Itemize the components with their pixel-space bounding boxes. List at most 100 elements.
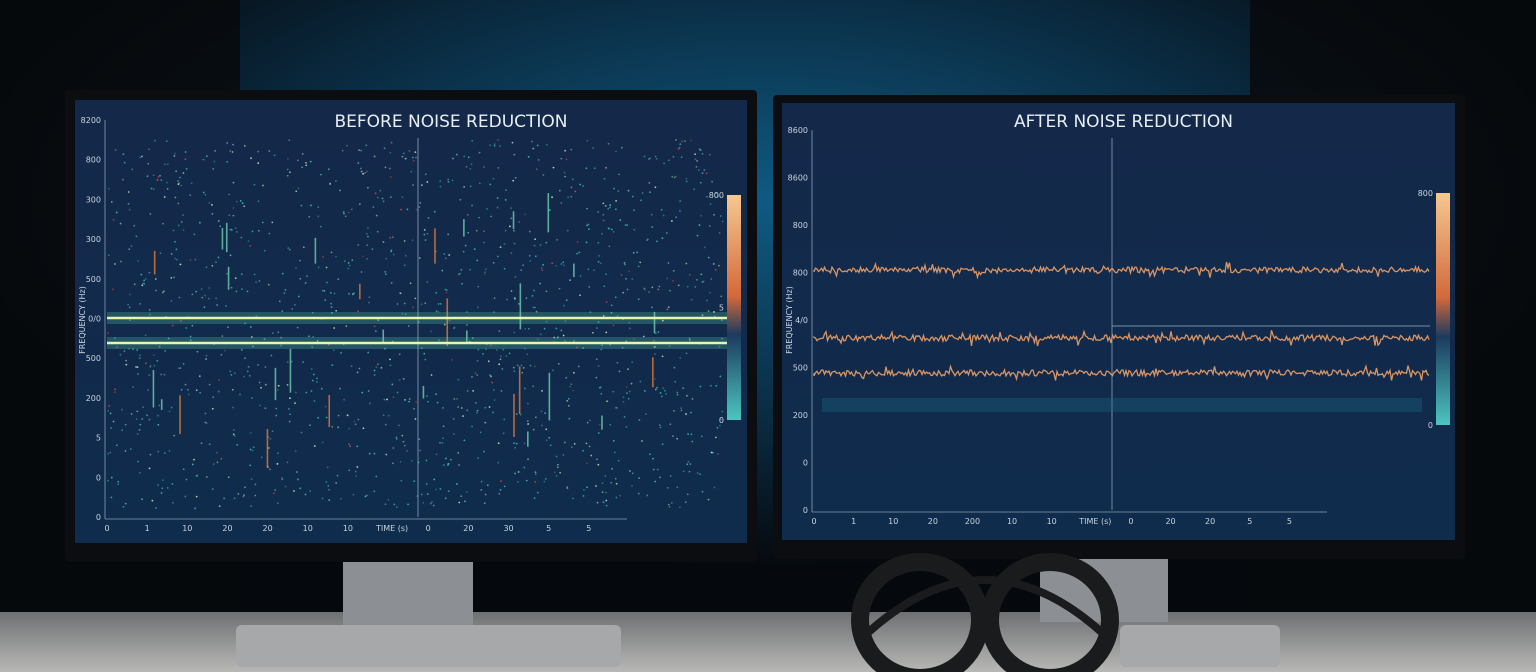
noise-dot — [536, 491, 539, 494]
noise-dot — [375, 366, 378, 368]
noise-dot — [721, 410, 724, 413]
screen — [782, 103, 1455, 540]
noise-dot — [185, 327, 188, 329]
noise-dot — [343, 260, 346, 263]
noise-dot — [656, 468, 659, 471]
noise-dot — [395, 438, 398, 440]
noise-dot — [541, 389, 543, 392]
noise-dot — [513, 153, 516, 156]
noise-dot — [639, 261, 642, 264]
noise-dot — [251, 449, 254, 452]
x-tick-label: 20 — [928, 517, 938, 526]
noise-dot — [204, 412, 207, 415]
noise-dot — [208, 383, 211, 386]
noise-dot — [696, 234, 699, 237]
noise-dot — [540, 267, 543, 269]
noise-dot — [663, 162, 665, 165]
noise-dot — [313, 400, 316, 402]
noise-dot — [136, 410, 139, 413]
noise-dot — [170, 252, 173, 255]
noise-dot — [182, 214, 184, 216]
noise-dot — [317, 266, 320, 269]
noise-dot — [302, 246, 305, 249]
desk — [0, 612, 1536, 672]
noise-dot — [232, 181, 235, 184]
noise-dot — [295, 266, 297, 269]
noise-dot — [529, 364, 532, 367]
noise-dot — [686, 493, 689, 496]
noise-dot — [358, 203, 361, 206]
noise-dot — [389, 176, 392, 178]
noise-dot — [442, 407, 444, 409]
noise-dot — [271, 332, 274, 335]
noise-dot — [588, 285, 591, 288]
waveform — [813, 329, 1430, 347]
noise-dot — [527, 458, 529, 461]
noise-dot — [596, 458, 598, 461]
noise-dot — [223, 497, 225, 500]
noise-dot — [484, 268, 487, 271]
noise-dot — [117, 480, 120, 483]
colorbar-label: 0 — [719, 416, 724, 425]
noise-dot — [569, 385, 572, 388]
noise-dot — [522, 264, 525, 267]
noise-dot — [226, 272, 228, 275]
noise-dot — [637, 492, 640, 495]
screen — [75, 100, 747, 543]
noise-dot — [462, 250, 465, 253]
noise-dot — [127, 303, 130, 306]
noise-dot — [694, 158, 697, 161]
noise-dot — [516, 364, 519, 367]
noise-dot — [408, 150, 411, 152]
noise-dot — [513, 229, 515, 232]
noise-dot — [139, 423, 142, 426]
noise-dot — [162, 222, 164, 225]
noise-dot — [177, 180, 179, 182]
noise-dot — [427, 400, 429, 403]
noise-dot — [465, 490, 468, 493]
noise-dot — [198, 221, 201, 224]
noise-dot — [335, 481, 338, 484]
noise-dot — [606, 400, 608, 403]
noise-dot — [177, 367, 180, 370]
noise-dot — [383, 147, 386, 150]
noise-dot — [482, 241, 485, 244]
noise-dot — [626, 224, 629, 227]
noise-dot — [461, 282, 463, 285]
noise-dot — [539, 282, 542, 285]
noise-dot — [543, 480, 546, 483]
noise-dot — [226, 142, 229, 144]
noise-dot — [360, 271, 363, 273]
noise-dot — [424, 358, 427, 361]
noise-dot — [671, 435, 674, 437]
noise-dot — [633, 209, 635, 212]
noise-dot — [465, 165, 468, 168]
noise-dot — [485, 348, 487, 350]
noise-dot — [419, 449, 421, 452]
noise-dot — [313, 445, 316, 447]
noise-dot — [294, 450, 297, 453]
noise-dot — [574, 190, 577, 193]
noise-dot — [263, 338, 266, 340]
noise-dot — [605, 331, 608, 334]
charts: BEFORE NOISE REDUCTION FREQUENCY (Hz) 8200… — [78, 112, 1450, 533]
noise-dot — [234, 277, 237, 280]
noise-dot — [517, 481, 519, 483]
noise-dot — [236, 231, 238, 233]
noise-dot — [593, 167, 596, 170]
noise-dot — [406, 449, 408, 452]
noise-dot — [545, 439, 548, 442]
noise-dot — [422, 501, 425, 504]
noise-dot — [555, 474, 558, 477]
noise-dot — [533, 497, 536, 499]
noise-dot — [312, 373, 315, 376]
noise-dot — [124, 450, 127, 452]
noise-dot — [280, 344, 282, 347]
noise-dot — [343, 212, 345, 215]
noise-dot — [690, 411, 692, 414]
noise-dot — [524, 213, 527, 216]
noise-dot — [110, 427, 113, 429]
noise-dot — [146, 414, 149, 417]
noise-dot — [614, 477, 617, 480]
